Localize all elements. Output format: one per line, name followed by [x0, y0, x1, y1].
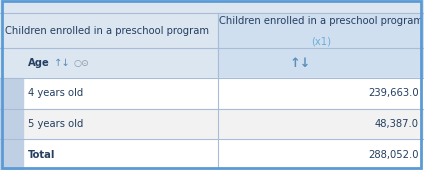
Text: (x1): (x1) [311, 37, 331, 47]
Text: ↑↓: ↑↓ [54, 58, 71, 68]
Text: Total: Total [28, 150, 55, 160]
Text: 5 years old: 5 years old [28, 119, 83, 129]
Text: 4 years old: 4 years old [28, 89, 83, 98]
Text: Age: Age [28, 58, 49, 68]
Text: 239,663.0: 239,663.0 [368, 89, 419, 98]
Text: ↑↓: ↑↓ [289, 57, 311, 70]
Text: 288,052.0: 288,052.0 [368, 150, 419, 160]
Text: ○⊙: ○⊙ [73, 59, 89, 68]
Text: Children enrolled in a preschool program: Children enrolled in a preschool program [5, 26, 209, 36]
Text: Children enrolled in a preschool program: Children enrolled in a preschool program [219, 16, 423, 26]
Text: 48,387.0: 48,387.0 [375, 119, 419, 129]
